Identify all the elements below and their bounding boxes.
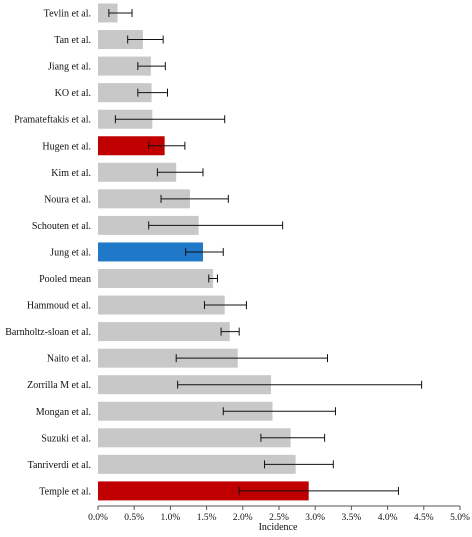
category-label-17: Tanriverdi et al. bbox=[28, 460, 91, 471]
bar-13 bbox=[98, 348, 238, 368]
x-tick-label-0: 0.0% bbox=[88, 513, 108, 523]
x-axis-label: Incidence bbox=[259, 522, 298, 533]
category-label-14: Zorrilla M et al. bbox=[27, 380, 91, 391]
bar-2 bbox=[98, 56, 151, 76]
category-label-11: Hammoud et al. bbox=[27, 301, 91, 312]
category-label-5: Hugen et al. bbox=[42, 141, 91, 152]
category-label-13: Naito et al. bbox=[47, 354, 91, 365]
bar-9 bbox=[98, 242, 203, 262]
x-tick-labels-group: 0.0% 0.5% 1.0% 1.5% 2.0% 2.5% 3.0% 3.5% 4.0% 4.5%… bbox=[88, 506, 470, 523]
x-tick-label-4: 2.0% bbox=[233, 513, 253, 523]
x-tick-label-8: 4.0% bbox=[378, 513, 398, 523]
x-tick-label-5: 2.5% bbox=[269, 513, 289, 523]
bar-15 bbox=[98, 401, 273, 421]
category-label-7: Noura et al. bbox=[44, 194, 91, 205]
bar-11 bbox=[98, 295, 225, 315]
error-bars-group bbox=[108, 9, 423, 495]
category-label-10: Pooled mean bbox=[39, 274, 91, 285]
bar-12 bbox=[98, 322, 230, 342]
x-tick-label-10: 5.0% bbox=[450, 513, 470, 523]
bar-17 bbox=[98, 454, 296, 474]
bar-16 bbox=[98, 428, 291, 448]
category-label-1: Tan et al. bbox=[54, 35, 91, 46]
category-label-18: Temple et al. bbox=[39, 486, 91, 497]
bar-6 bbox=[98, 162, 177, 182]
x-tick-label-9: 4.5% bbox=[414, 513, 434, 523]
category-label-15: Mongan et al. bbox=[36, 407, 91, 418]
bar-10 bbox=[98, 269, 214, 288]
category-label-4: Pramateftakis et al. bbox=[14, 115, 91, 126]
bar-1 bbox=[98, 30, 143, 50]
bar-7 bbox=[98, 189, 190, 209]
category-label-9: Jung et al. bbox=[50, 247, 91, 258]
x-tick-label-2: 1.0% bbox=[161, 513, 181, 523]
x-tick-label-1: 0.5% bbox=[124, 513, 144, 523]
bar-0 bbox=[98, 3, 118, 23]
category-label-2: Jiang et al. bbox=[48, 62, 91, 73]
category-label-6: Kim et al. bbox=[51, 168, 91, 179]
category-label-0: Tevlin et al. bbox=[44, 9, 91, 20]
bar-5 bbox=[98, 136, 165, 156]
category-label-8: Schouten et al. bbox=[32, 221, 91, 232]
category-labels-group: Tevlin et al. Tan et al. Jiang et al. KO et… bbox=[5, 9, 91, 498]
category-label-3: KO et al. bbox=[55, 88, 91, 99]
bar-18 bbox=[98, 481, 309, 501]
x-tick-label-7: 3.5% bbox=[342, 513, 362, 523]
category-label-16: Suzuki et al. bbox=[41, 433, 91, 444]
category-label-12: Barnholtz-sloan et al. bbox=[5, 327, 91, 338]
x-tick-label-6: 3.0% bbox=[305, 513, 325, 523]
x-tick-label-3: 1.5% bbox=[197, 513, 217, 523]
bar-3 bbox=[98, 83, 152, 103]
